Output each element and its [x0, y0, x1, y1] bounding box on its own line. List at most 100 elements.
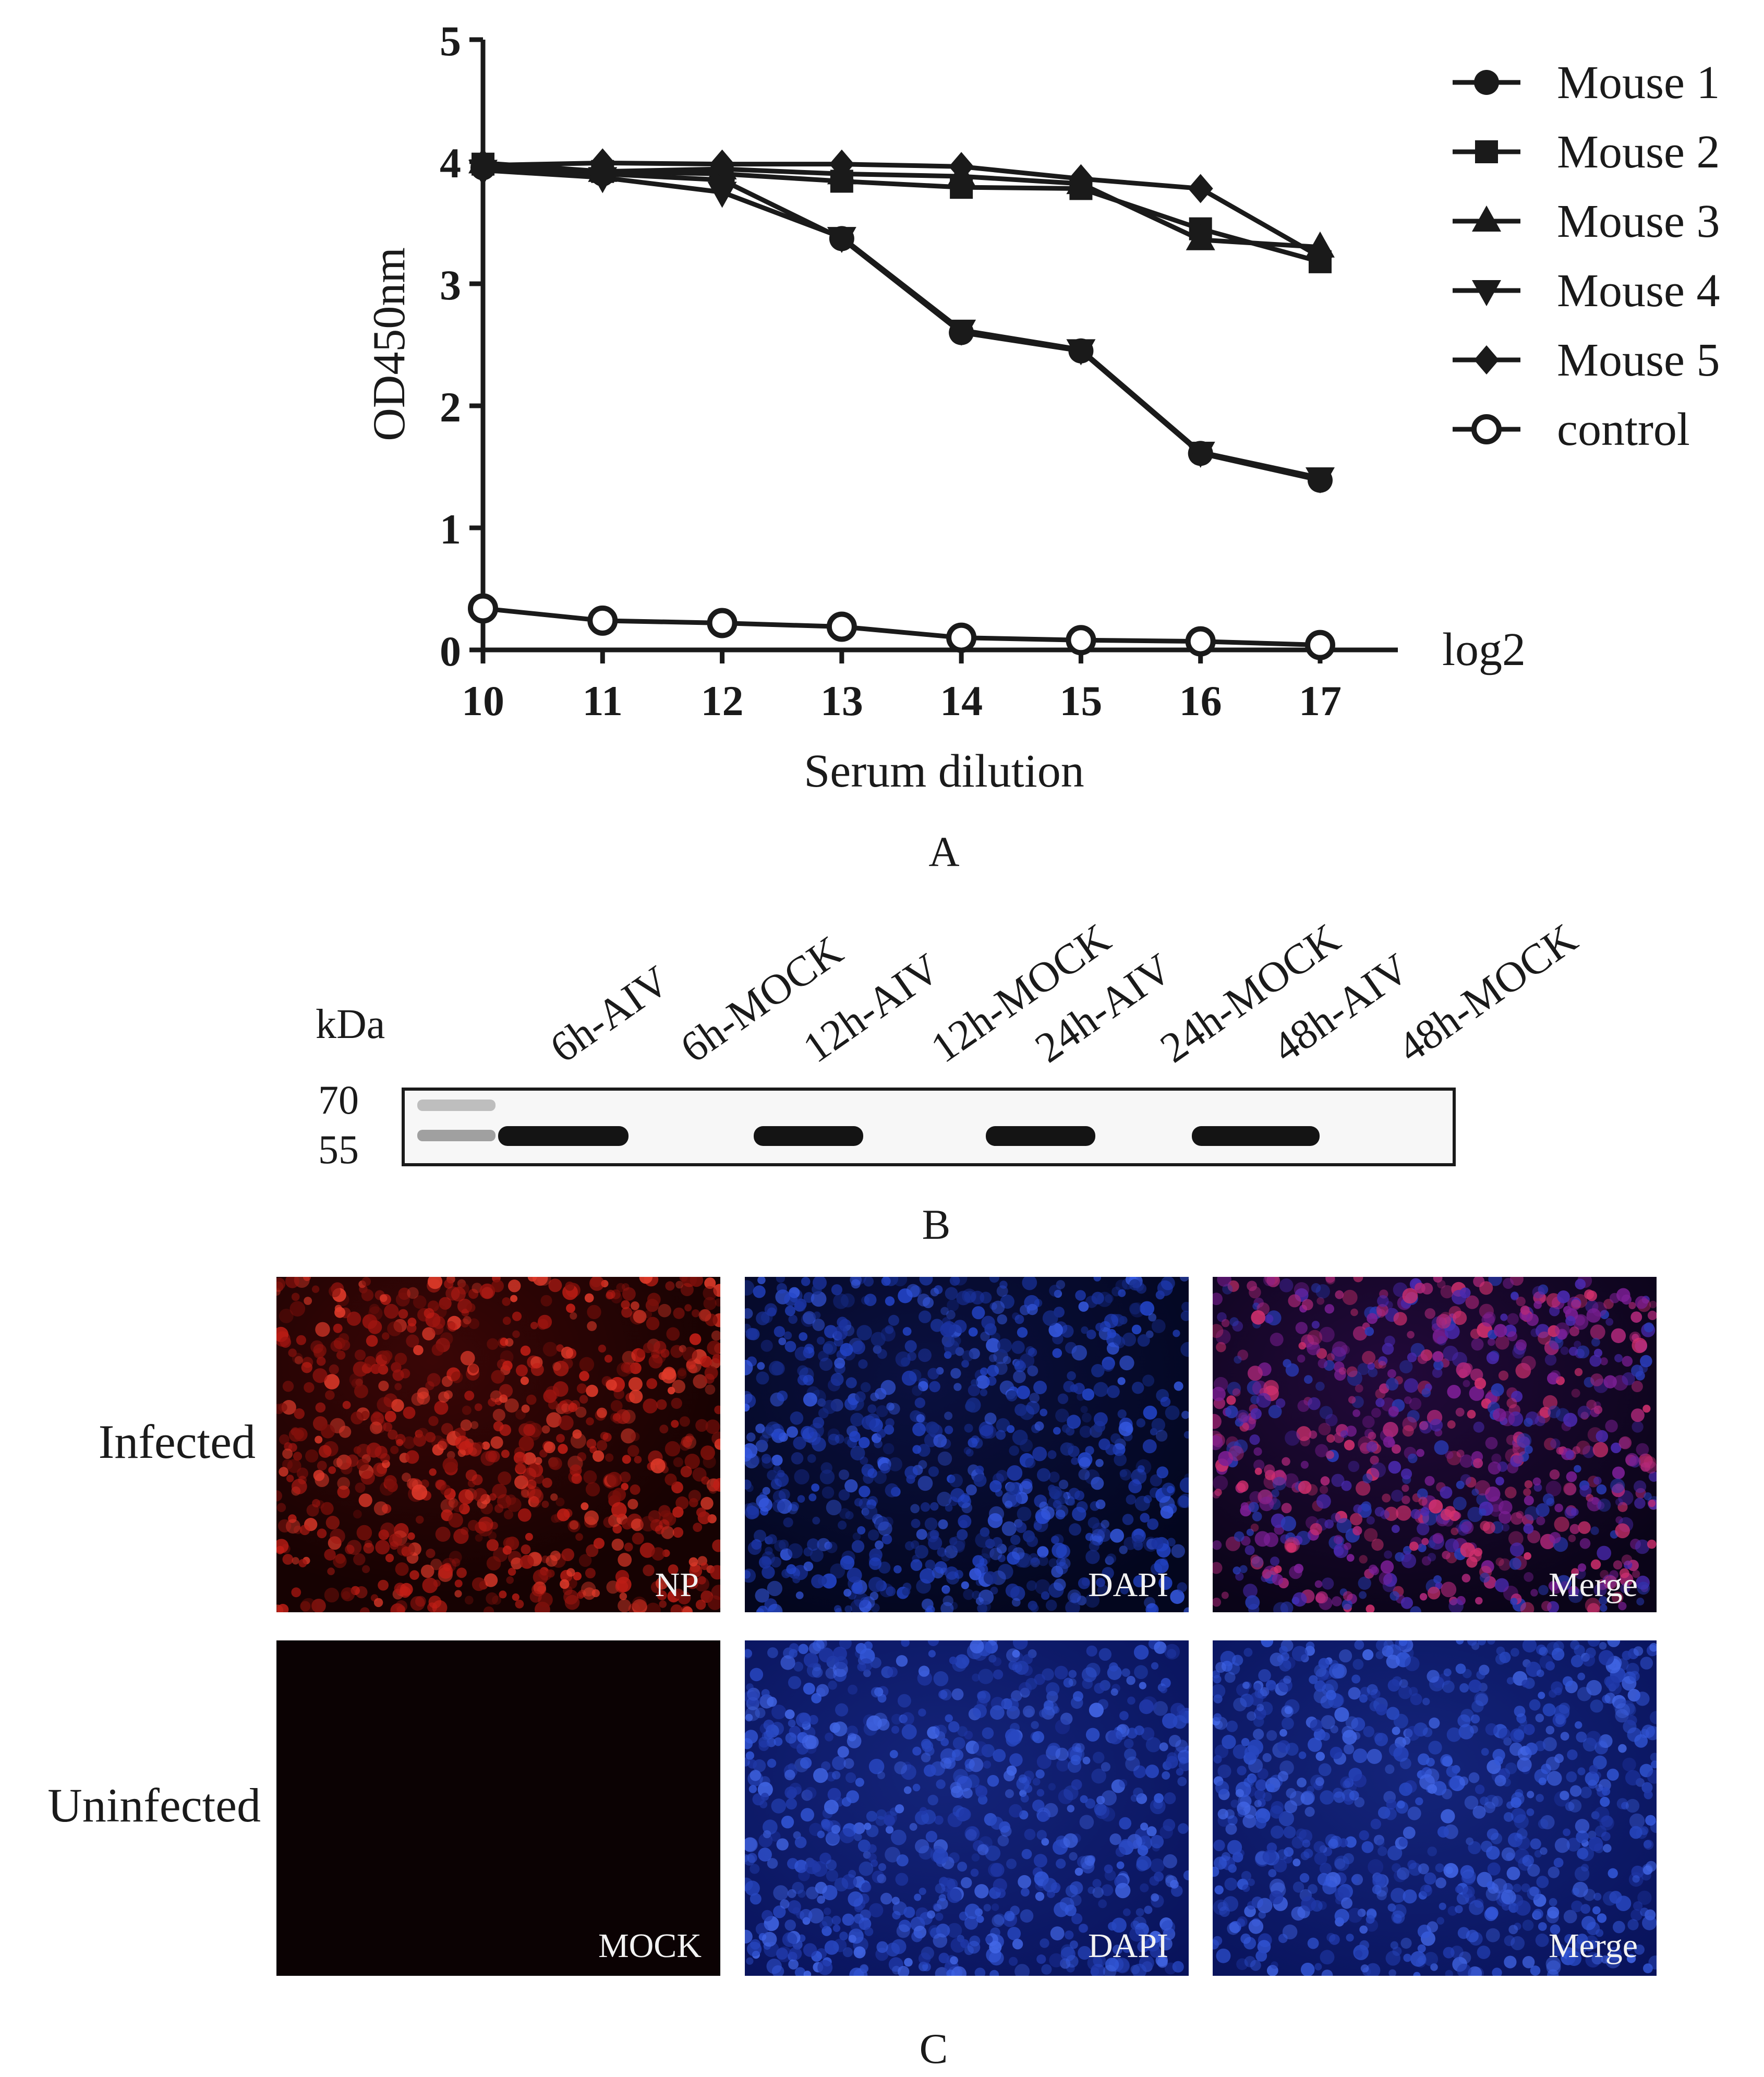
nucleus	[1576, 1830, 1589, 1843]
nucleus	[867, 1404, 877, 1414]
nucleus	[851, 1279, 861, 1289]
nucleus	[311, 1599, 326, 1612]
data-point	[1305, 467, 1335, 494]
nucleus	[885, 1846, 901, 1863]
nucleus	[1085, 1728, 1100, 1742]
nucleus	[1071, 1913, 1083, 1925]
nucleus	[745, 1570, 751, 1579]
nucleus	[996, 1418, 1010, 1432]
nucleus	[941, 1552, 951, 1562]
nucleus	[431, 1343, 444, 1356]
nucleus	[631, 1518, 644, 1531]
nucleus	[1635, 1692, 1650, 1706]
nucleus	[1115, 1882, 1131, 1899]
nucleus	[1213, 1324, 1224, 1338]
nucleus	[1631, 1364, 1644, 1377]
nucleus	[1524, 1480, 1533, 1489]
nucleus	[1215, 1781, 1229, 1795]
nucleus	[534, 1474, 545, 1484]
nucleus	[1510, 1277, 1524, 1286]
nucleus	[444, 1279, 454, 1289]
nucleus	[1613, 1921, 1625, 1934]
nucleus	[1113, 1335, 1124, 1346]
nucleus	[983, 1425, 997, 1439]
nucleus	[1532, 1909, 1543, 1919]
nucleus	[437, 1441, 447, 1451]
nucleus	[458, 1489, 474, 1505]
nucleus	[565, 1282, 575, 1291]
nucleus	[1391, 1910, 1405, 1924]
nucleus	[451, 1287, 466, 1302]
nucleus	[1458, 1724, 1474, 1740]
nucleus	[1419, 1593, 1428, 1601]
nucleus	[903, 1786, 912, 1794]
micrograph-infected-dapi	[745, 1277, 1189, 1612]
nucleus	[1278, 1678, 1292, 1693]
nucleus	[754, 1529, 766, 1542]
nucleus	[422, 1577, 438, 1593]
nucleus	[1165, 1405, 1180, 1420]
nucleus	[1280, 1516, 1296, 1531]
nucleus	[1119, 1817, 1132, 1830]
nucleus	[1437, 1826, 1449, 1838]
nucleus	[776, 1277, 785, 1283]
nucleus	[1012, 1430, 1028, 1445]
nucleus	[1213, 1713, 1222, 1722]
nucleus	[756, 1371, 769, 1385]
nucleus	[484, 1606, 494, 1612]
nucleus	[1101, 1884, 1114, 1897]
nucleus	[1298, 1480, 1312, 1494]
nucleus	[1408, 1862, 1422, 1876]
nucleus	[1342, 1730, 1357, 1745]
nucleus	[848, 1891, 863, 1907]
nucleus	[1085, 1446, 1094, 1455]
nucleus	[1451, 1527, 1459, 1536]
nucleus	[1134, 1665, 1148, 1680]
nucleus	[898, 1919, 911, 1933]
nucleus	[1483, 1521, 1495, 1534]
nucleus	[673, 1307, 685, 1319]
nucleus	[1041, 1838, 1049, 1846]
nucleus	[1096, 1578, 1105, 1587]
nucleus	[660, 1348, 670, 1358]
nucleus	[398, 1309, 408, 1319]
nucleus	[1217, 1277, 1231, 1287]
nucleus	[567, 1519, 581, 1532]
nucleus	[767, 1758, 777, 1768]
nucleus	[859, 1436, 870, 1448]
nucleus	[1352, 1659, 1364, 1670]
nucleus	[895, 1804, 904, 1814]
nucleus	[672, 1506, 684, 1518]
nucleus	[745, 1854, 755, 1866]
nucleus	[1133, 1540, 1143, 1551]
nucleus	[1308, 1884, 1318, 1894]
nucleus	[750, 1668, 764, 1682]
nucleus	[812, 1640, 825, 1651]
nucleus	[971, 1853, 980, 1862]
nucleus	[1085, 1532, 1094, 1541]
nucleus	[1092, 1887, 1104, 1898]
nucleus	[1251, 1310, 1265, 1325]
nucleus	[1233, 1744, 1248, 1759]
nucleus	[1424, 1885, 1432, 1892]
nucleus	[800, 1909, 813, 1922]
nucleus	[901, 1724, 917, 1740]
nucleus	[762, 1551, 775, 1565]
nucleus	[1625, 1453, 1639, 1467]
nucleus	[1388, 1743, 1403, 1757]
nucleus	[1048, 1471, 1060, 1483]
nucleus	[1278, 1934, 1288, 1943]
nucleus	[1266, 1965, 1278, 1976]
nucleus	[499, 1424, 511, 1436]
nucleus	[659, 1600, 667, 1608]
nucleus	[1262, 1850, 1276, 1864]
nucleus	[745, 1730, 758, 1744]
nucleus	[1149, 1930, 1162, 1943]
nucleus	[1499, 1500, 1513, 1515]
nucleus	[1030, 1603, 1039, 1612]
nucleus	[1590, 1559, 1601, 1569]
nucleus	[1269, 1878, 1285, 1894]
nucleus	[1119, 1711, 1129, 1721]
nucleus	[989, 1277, 999, 1283]
nucleus	[920, 1568, 935, 1584]
